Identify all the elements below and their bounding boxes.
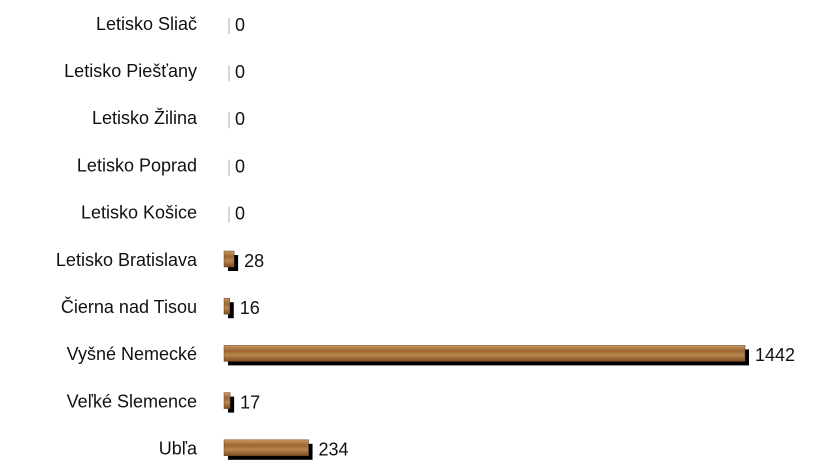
bar (223, 392, 231, 409)
category-label: Vyšné Nemecké (67, 344, 197, 364)
value-label: 17 (240, 392, 260, 412)
category-label: Letisko Žilina (92, 108, 198, 128)
category-label: Letisko Poprad (77, 155, 197, 175)
category-label: Veľké Slemence (67, 391, 197, 411)
category-label: Letisko Sliač (96, 14, 197, 34)
category-label: Ubľa (159, 439, 198, 459)
category-label: Letisko Košice (81, 203, 197, 223)
value-label: 16 (240, 298, 260, 318)
category-label: Letisko Bratislava (56, 250, 198, 270)
value-label: 0 (235, 62, 245, 82)
category-label: Letisko Piešťany (64, 61, 197, 81)
value-label: 0 (235, 109, 245, 129)
bar-shadow (228, 396, 235, 413)
bar (223, 297, 231, 315)
value-label: 28 (244, 251, 264, 271)
value-label: 234 (319, 440, 349, 460)
bar-shadow (228, 302, 234, 319)
category-label: Čierna nad Tisou (61, 296, 197, 317)
value-label: 0 (235, 15, 245, 35)
bar (223, 250, 235, 268)
value-label: 0 (235, 204, 245, 224)
bar (223, 345, 746, 362)
value-label: 1442 (755, 345, 795, 365)
bar (223, 439, 309, 457)
value-label: 0 (235, 156, 245, 176)
